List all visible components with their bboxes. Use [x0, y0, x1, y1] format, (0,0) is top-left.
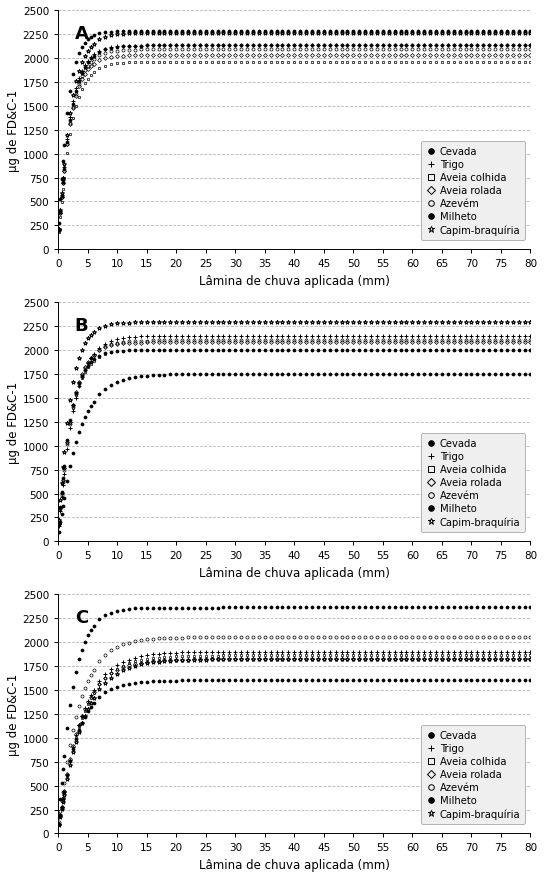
Y-axis label: µg de FD&C-1: µg de FD&C-1	[7, 381, 20, 464]
Y-axis label: µg de FD&C-1: µg de FD&C-1	[7, 90, 20, 171]
Y-axis label: µg de FD&C-1: µg de FD&C-1	[7, 673, 20, 755]
Legend: Cevada, Trigo, Aveia colhida, Aveia rolada, Azevém, Milheto, Capim-braquíria: Cevada, Trigo, Aveia colhida, Aveia rola…	[421, 434, 526, 532]
X-axis label: Lâmina de chuva aplicada (mm): Lâmina de chuva aplicada (mm)	[199, 275, 390, 288]
Legend: Cevada, Trigo, Aveia colhida, Aveia rolada, Azevém, Milheto, Capim-braquíria: Cevada, Trigo, Aveia colhida, Aveia rola…	[421, 725, 526, 824]
Text: C: C	[75, 608, 88, 627]
Text: B: B	[75, 317, 88, 335]
X-axis label: Lâmina de chuva aplicada (mm): Lâmina de chuva aplicada (mm)	[199, 566, 390, 579]
Legend: Cevada, Trigo, Aveia colhida, Aveia rolada, Azevém, Milheto, Capim-braquíria: Cevada, Trigo, Aveia colhida, Aveia rola…	[421, 142, 526, 241]
Text: A: A	[75, 25, 89, 43]
X-axis label: Lâmina de chuva aplicada (mm): Lâmina de chuva aplicada (mm)	[199, 858, 390, 871]
